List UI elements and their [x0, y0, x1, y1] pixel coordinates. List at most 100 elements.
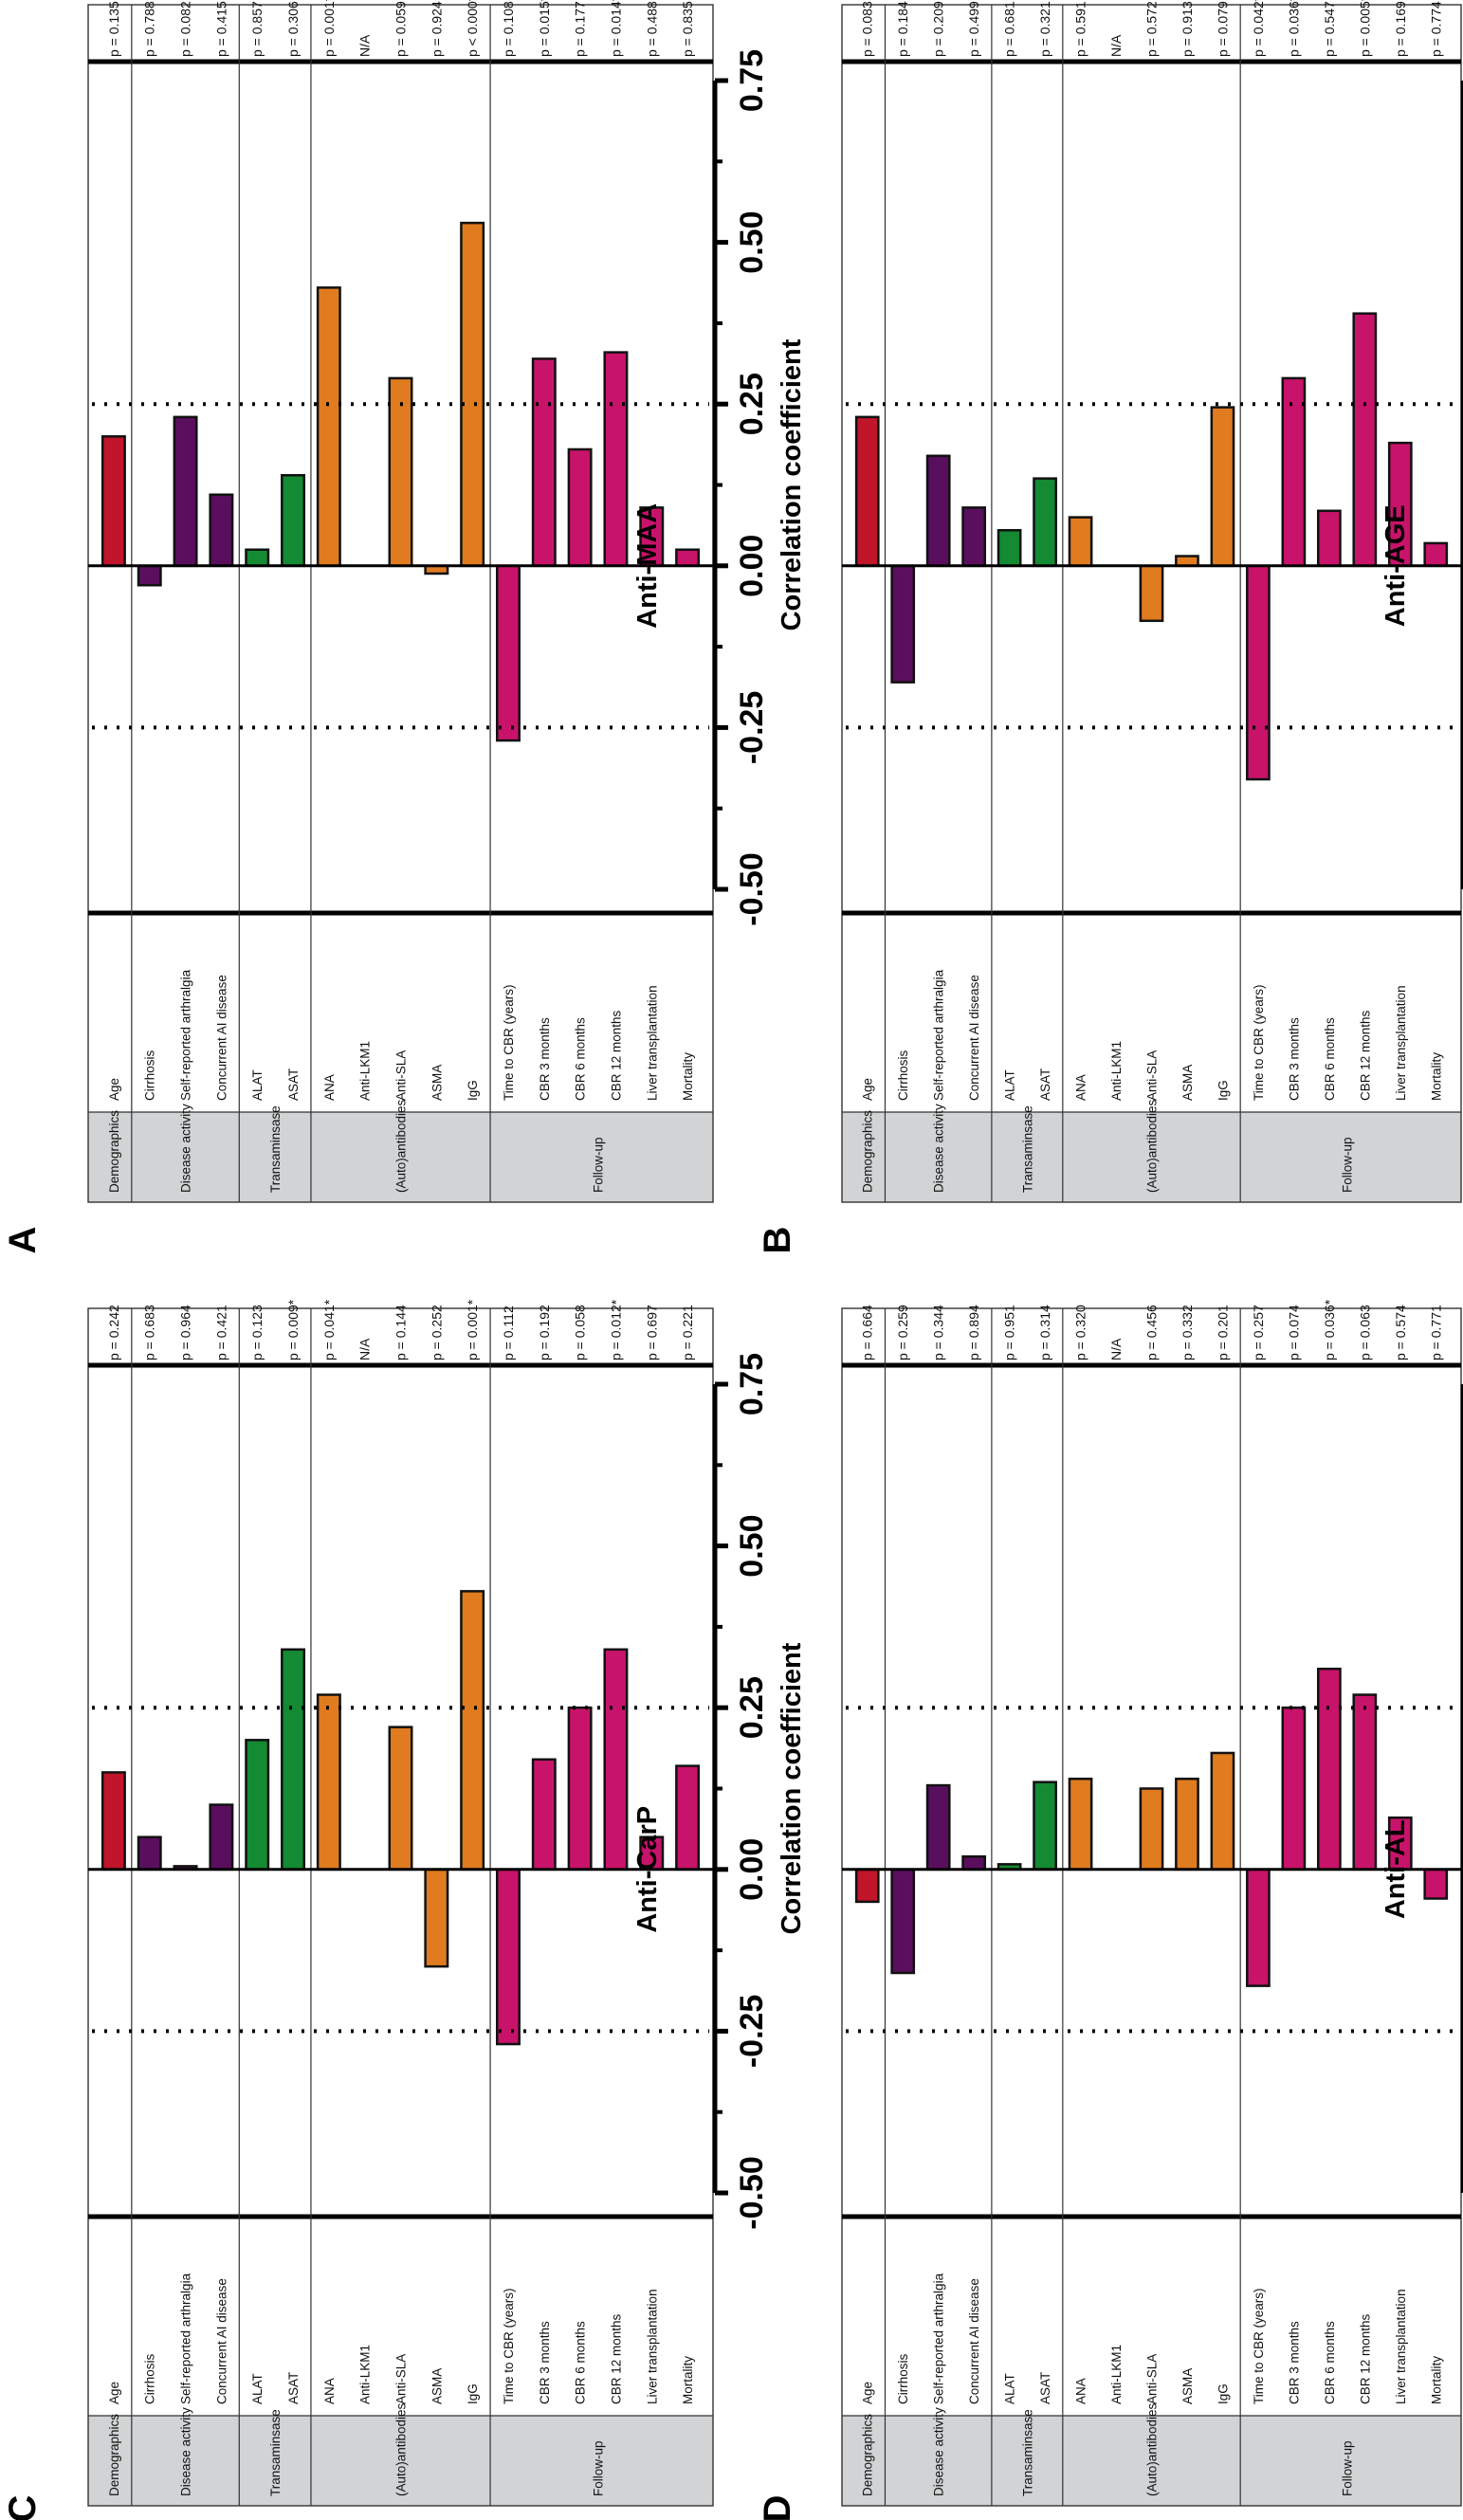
panel-d: Demographics Disease activity Transaminsas… [757, 1299, 1463, 2520]
bar-asma [1175, 1778, 1199, 1872]
row-label: Self-reported arthralgia [932, 969, 946, 1101]
p-value: p = 0.058 [573, 1305, 588, 1360]
group-label: (Auto)antibodies [394, 2402, 409, 2496]
row-label: ALAT [1003, 2373, 1017, 2404]
row-label: CBR 6 months [1323, 2321, 1337, 2404]
tick-label: -0.50 [734, 852, 770, 926]
p-value: p = 0.924 [429, 1, 444, 57]
bar-cirrhosis [890, 1868, 916, 1975]
row-label: ALAT [1003, 1069, 1017, 1101]
row-label: ASMA [1180, 2368, 1195, 2404]
bar-anti-sla [1139, 1787, 1164, 1872]
p-value: p = 0.321 [1037, 1, 1052, 57]
p-value: p = 0.681 [1002, 1, 1017, 57]
bar-alat [997, 529, 1022, 568]
row-label: ASAT [1038, 1068, 1052, 1101]
row-label: Age [107, 1078, 121, 1101]
row-label: IgG [1216, 2383, 1230, 2404]
p-value: p = 0.059 [393, 1, 409, 57]
category-band [88, 1112, 713, 1202]
row-label: Time to CBR (years) [502, 984, 516, 1101]
bar-igg [1210, 1751, 1235, 1872]
row-label: ANA [1074, 1074, 1088, 1101]
bar-cbr-6-months [567, 1706, 593, 1872]
row-label: CBR 3 months [1287, 1017, 1301, 1101]
p-value: p = 0.314 [1037, 1305, 1052, 1360]
bar-asat [281, 474, 306, 568]
group-label: (Auto)antibodies [394, 1099, 409, 1193]
row-label: CBR 3 months [538, 1017, 552, 1101]
category-band [842, 1112, 1461, 1202]
tick-label: -0.25 [734, 1995, 770, 2069]
row-label: IgG [466, 2383, 480, 2404]
bar-age [854, 1868, 880, 1904]
p-value: p = 0.415 [213, 1, 229, 57]
p-value: p = 0.014* [608, 0, 623, 57]
p-value: N/A [357, 34, 373, 57]
row-label: Concurrent AI disease [967, 975, 981, 1101]
row-label: Self-reported arthralgia [932, 2273, 946, 2404]
row-label: Cirrhosis [896, 2353, 910, 2404]
p-value: p = 0.664 [860, 1305, 875, 1360]
bar-concurrent-ai-disease [209, 493, 234, 568]
p-value: p = 0.112 [501, 1306, 516, 1360]
p-value: p = 0.036* [1322, 1299, 1337, 1360]
bar-cirrhosis [137, 1835, 162, 1872]
row-label: Mortality [1429, 2356, 1443, 2404]
p-value: N/A [1108, 1338, 1124, 1360]
p-value: p = 0.192 [537, 1305, 552, 1360]
panel-title: Anti-AL [1381, 1819, 1411, 1919]
bar-cbr-3-months [531, 357, 557, 568]
bar-cbr-12-months [603, 351, 629, 568]
bar-time-to-cbr-years [495, 1868, 521, 2046]
row-label: Anti-SLA [394, 1050, 409, 1101]
row-label: Liver transplantation [1394, 2289, 1408, 2404]
group-label: Disease activity [179, 2407, 193, 2496]
tick-label: -0.50 [734, 2156, 770, 2230]
p-value: p = 0.063 [1357, 1305, 1372, 1360]
bar-asat [281, 1648, 306, 1872]
p-value: p = 0.144 [393, 1305, 409, 1360]
bar-cbr-6-months [567, 447, 593, 568]
p-value: N/A [1108, 34, 1124, 57]
tick-label: 0.75 [734, 49, 770, 112]
p-value: p = 0.184 [895, 1, 910, 57]
bar-igg [460, 1590, 485, 1872]
row-label: CBR 12 months [609, 2313, 623, 2404]
category-band [88, 2416, 713, 2506]
row-label: Age [107, 2382, 121, 2404]
tick-label: 0.25 [734, 1676, 770, 1739]
p-value: p = 0.201 [1215, 1305, 1230, 1360]
bar-cbr-3-months [531, 1758, 557, 1872]
panel-letter: C [2, 2495, 44, 2520]
p-value: p = 0.894 [966, 1305, 981, 1360]
row-label: Anti-LKM1 [358, 1041, 373, 1101]
p-value: p = 0.083 [860, 1, 875, 57]
p-value: p = 0.108 [501, 1, 516, 57]
bar-ana [1068, 516, 1093, 568]
p-value: p = 0.835 [680, 1, 695, 57]
panel-letter: B [757, 1227, 798, 1254]
group-label: Transaminsase [1020, 1105, 1034, 1193]
row-label: ANA [1074, 2378, 1088, 2404]
p-value: p = 0.036* [1286, 0, 1301, 57]
row-label: IgG [1216, 1080, 1230, 1101]
bar-concurrent-ai-disease [209, 1803, 234, 1872]
row-label: ASAT [286, 2372, 301, 2404]
bar-self-reported-arthralgia [173, 415, 198, 568]
panel-b: Demographics Disease activity Transaminsas… [757, 0, 1463, 1253]
row-label: Anti-SLA [394, 2354, 409, 2404]
row-label: Cirrhosis [143, 1050, 157, 1101]
row-label: Mortality [1429, 1052, 1443, 1101]
p-value: p = 0.252 [429, 1305, 444, 1360]
bar-anti-sla [388, 1726, 413, 1872]
row-label: Concurrent AI disease [214, 975, 229, 1101]
group-label: Demographics [107, 1110, 121, 1193]
p-value: p = 0.001* [321, 0, 337, 57]
p-value: p = 0.082 [178, 1, 193, 57]
p-value: p = 0.951 [1002, 1305, 1017, 1360]
row-label: ASMA [1180, 1065, 1195, 1101]
bar-mortality [675, 1764, 701, 1872]
bar-asat [1033, 477, 1057, 568]
panel-c: Demographics Disease activity Transaminsas… [2, 1299, 807, 2520]
